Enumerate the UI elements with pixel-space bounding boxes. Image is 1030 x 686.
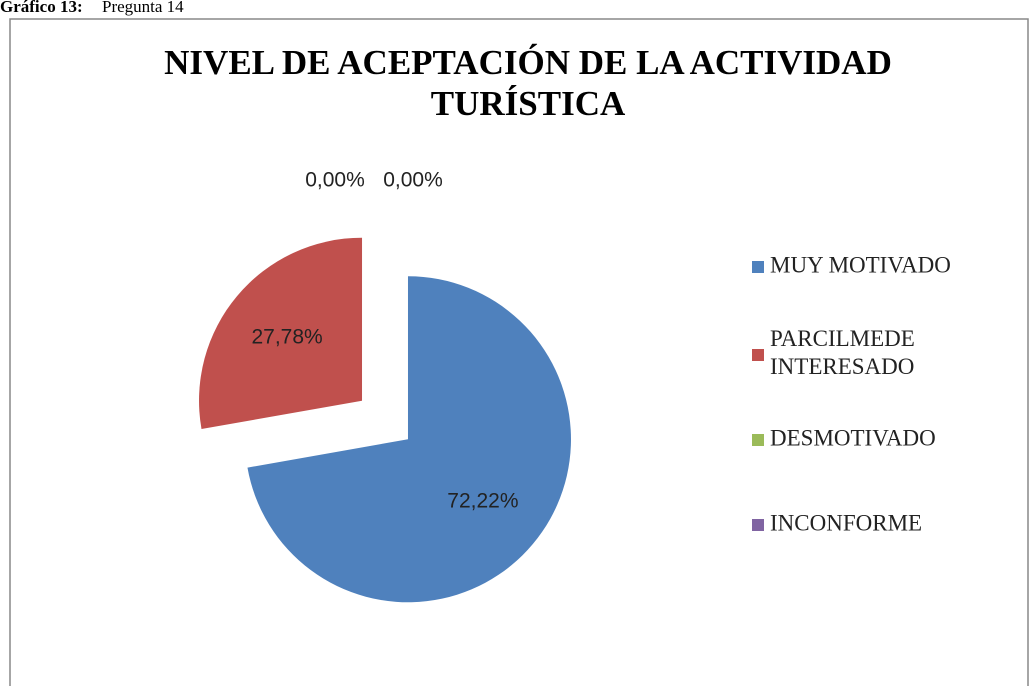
legend-label: INCONFORME	[770, 510, 922, 535]
caption-label: Gráfico 13:	[0, 0, 83, 16]
chart-title: NIVEL DE ACEPTACIÓN DE LA ACTIVIDAD	[164, 42, 892, 82]
data-label: 0,00%	[305, 169, 365, 192]
data-label: 27,78%	[251, 325, 322, 348]
legend-swatch	[752, 261, 764, 273]
caption-text: Pregunta 14	[102, 0, 184, 16]
data-label: 72,22%	[447, 490, 518, 513]
legend-label: MUY MOTIVADO	[770, 252, 951, 277]
pie-slice	[247, 276, 571, 603]
chart-title: TURÍSTICA	[431, 84, 626, 123]
legend-swatch	[752, 519, 764, 531]
legend-label: PARCILMEDE INTERESADO	[770, 326, 915, 379]
legend-swatch	[752, 349, 764, 361]
data-label: 0,00%	[383, 169, 443, 192]
legend-label: DESMOTIVADO	[770, 425, 936, 450]
pie-slice	[199, 237, 363, 430]
legend-swatch	[752, 434, 764, 446]
